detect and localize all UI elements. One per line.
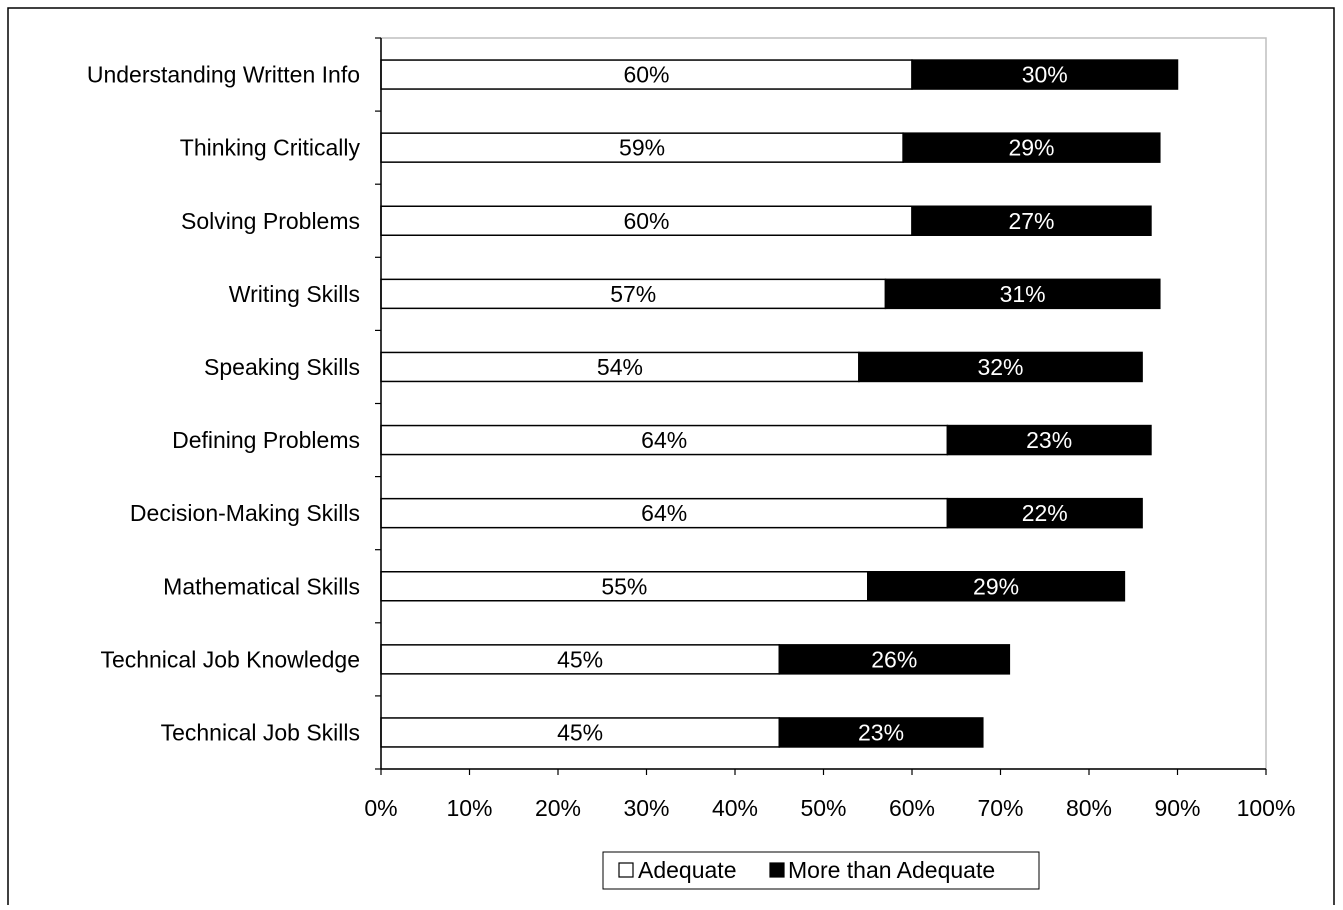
data-label-adequate-understanding-written-info: 60% <box>623 62 669 88</box>
x-tick-label: 80% <box>1066 795 1112 821</box>
legend: Adequate More than Adequate <box>602 851 1040 890</box>
bar-more-than-adequate-decision-making-skills <box>946 497 1143 529</box>
legend-box <box>602 851 1040 890</box>
data-label-more-than-adequate-thinking-critically: 29% <box>1008 135 1054 161</box>
category-label-mathematical-skills: Mathematical Skills <box>163 573 360 599</box>
data-label-more-than-adequate-mathematical-skills: 29% <box>973 573 1019 599</box>
legend-item-adequate: Adequate <box>618 857 736 883</box>
data-label-adequate-thinking-critically: 59% <box>619 135 665 161</box>
data-label-adequate-technical-job-skills: 45% <box>557 719 603 745</box>
bar-more-than-adequate-technical-job-knowledge <box>778 644 1011 675</box>
data-label-more-than-adequate-defining-problems: 23% <box>1026 427 1072 453</box>
data-label-more-than-adequate-solving-problems: 27% <box>1008 208 1054 234</box>
bar-more-than-adequate-defining-problems <box>946 424 1152 456</box>
data-label-more-than-adequate-speaking-skills: 32% <box>977 354 1023 380</box>
bar-adequate-writing-skills <box>380 278 887 310</box>
data-label-adequate-defining-problems: 64% <box>641 427 687 453</box>
bar-more-than-adequate-understanding-written-info <box>911 59 1179 90</box>
bars-layer: 60% 30% 59% 29% 60% 27% 57% 31% 54% 32% 64% 23% 64% 2… <box>380 59 1179 748</box>
bar-more-than-adequate-solving-problems <box>911 205 1152 236</box>
data-label-more-than-adequate-technical-job-knowledge: 26% <box>871 646 917 672</box>
bar-more-than-adequate-speaking-skills <box>858 351 1143 383</box>
bar-more-than-adequate-mathematical-skills <box>867 571 1126 602</box>
bar-adequate-defining-problems <box>380 424 949 456</box>
x-tick-label: 60% <box>889 795 935 821</box>
bar-adequate-understanding-written-info <box>380 59 913 90</box>
data-label-adequate-technical-job-knowledge: 45% <box>557 646 603 672</box>
x-tick-label: 90% <box>1154 795 1200 821</box>
data-label-more-than-adequate-writing-skills: 31% <box>1000 281 1046 307</box>
data-label-adequate-solving-problems: 60% <box>623 208 669 234</box>
bar-adequate-decision-making-skills <box>380 497 949 529</box>
bar-adequate-solving-problems <box>380 205 913 236</box>
x-tick-label: 50% <box>800 795 846 821</box>
x-tick-label: 70% <box>977 795 1023 821</box>
category-label-writing-skills: Writing Skills <box>229 281 360 307</box>
data-label-more-than-adequate-decision-making-skills: 22% <box>1022 500 1068 526</box>
axes-layer: Understanding Written Info Thinking Criti… <box>87 37 1296 821</box>
x-tick-label: 10% <box>446 795 492 821</box>
data-label-more-than-adequate-technical-job-skills: 23% <box>858 719 904 745</box>
data-label-more-than-adequate-understanding-written-info: 30% <box>1022 62 1068 88</box>
data-label-adequate-speaking-skills: 54% <box>597 354 643 380</box>
bar-more-than-adequate-technical-job-skills <box>778 717 984 748</box>
category-label-technical-job-knowledge: Technical Job Knowledge <box>100 646 360 672</box>
category-label-decision-making-skills: Decision-Making Skills <box>130 500 360 526</box>
x-tick-label: 0% <box>364 795 397 821</box>
bar-more-than-adequate-writing-skills <box>884 278 1161 310</box>
x-tick-label: 100% <box>1237 795 1296 821</box>
bar-more-than-adequate-thinking-critically <box>902 132 1161 163</box>
x-tick-label: 30% <box>623 795 669 821</box>
category-label-solving-problems: Solving Problems <box>181 208 360 234</box>
bar-adequate-technical-job-knowledge <box>380 644 780 675</box>
data-label-adequate-decision-making-skills: 64% <box>641 500 687 526</box>
data-label-adequate-writing-skills: 57% <box>610 281 656 307</box>
legend-label-more-than-adequate: More than Adequate <box>788 857 995 883</box>
category-label-understanding-written-info: Understanding Written Info <box>87 62 360 88</box>
legend-swatch-more-than-adequate <box>769 862 785 878</box>
category-label-defining-problems: Defining Problems <box>172 427 360 453</box>
legend-item-more-than-adequate: More than Adequate <box>769 857 995 883</box>
bar-adequate-speaking-skills <box>380 351 860 383</box>
legend-swatch-adequate <box>618 862 634 878</box>
data-label-adequate-mathematical-skills: 55% <box>601 573 647 599</box>
x-tick-label: 20% <box>535 795 581 821</box>
x-tick-label: 40% <box>712 795 758 821</box>
category-label-technical-job-skills: Technical Job Skills <box>161 719 360 745</box>
legend-label-adequate: Adequate <box>638 857 736 883</box>
category-label-thinking-critically: Thinking Critically <box>180 135 361 161</box>
bar-adequate-thinking-critically <box>380 132 904 163</box>
category-label-speaking-skills: Speaking Skills <box>204 354 360 380</box>
